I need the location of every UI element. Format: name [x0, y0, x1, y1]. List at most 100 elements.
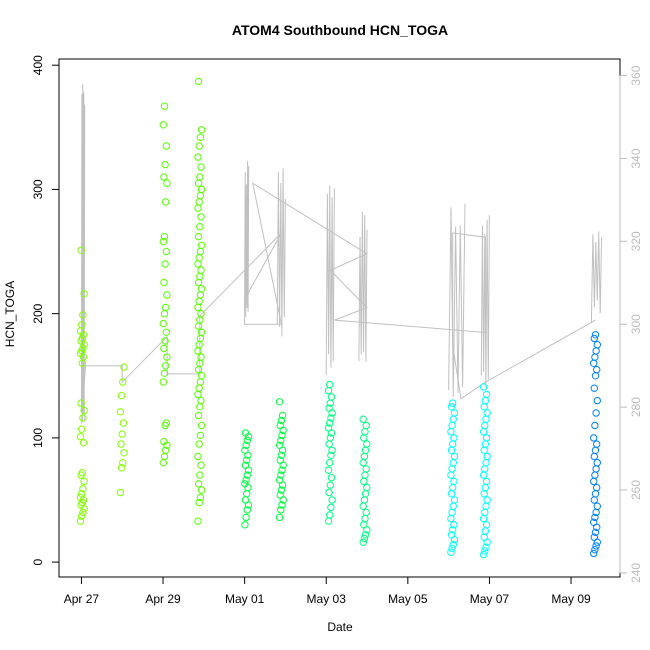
data-point — [242, 441, 250, 449]
data-point — [327, 414, 335, 422]
data-point — [363, 440, 371, 448]
data-point — [196, 173, 204, 181]
data-point — [325, 440, 333, 448]
data-point — [162, 328, 171, 336]
data-point — [194, 179, 203, 187]
data-point — [194, 278, 203, 287]
data-point — [328, 496, 336, 504]
data-point — [481, 440, 490, 448]
data-point — [479, 471, 488, 479]
data-point — [360, 452, 369, 461]
data-point — [160, 232, 169, 241]
data-point — [197, 213, 205, 221]
data-point — [359, 415, 367, 423]
data-point — [78, 334, 87, 343]
data-point — [161, 160, 169, 169]
data-point — [243, 506, 252, 514]
data-point — [483, 452, 491, 461]
data-point — [277, 471, 285, 479]
data-point — [196, 431, 205, 440]
data-point — [447, 531, 456, 539]
x-axis: Apr 27 Apr 29 May 01 May 03 May 05 May 07 May … — [64, 576, 591, 606]
data-point — [120, 363, 128, 371]
data-point — [482, 502, 490, 510]
data-point — [195, 440, 203, 448]
data-point — [160, 344, 168, 353]
data-point — [479, 383, 488, 391]
secondary-line-spikes — [590, 231, 603, 324]
data-point — [592, 542, 600, 550]
data-point — [481, 547, 489, 555]
data-point — [162, 142, 171, 150]
data-point — [277, 486, 286, 494]
data-point — [194, 365, 203, 374]
data-point — [117, 440, 125, 448]
data-point — [447, 446, 456, 454]
data-point — [241, 521, 249, 529]
data-point — [361, 531, 370, 539]
data-point — [160, 310, 169, 318]
data-point — [327, 473, 336, 482]
data-point — [77, 399, 85, 407]
data-point — [195, 297, 203, 305]
data-point — [360, 496, 369, 504]
data-point — [276, 491, 284, 499]
data-point — [275, 398, 284, 406]
data-point — [590, 477, 598, 486]
data-point — [326, 511, 334, 519]
data-point — [194, 260, 202, 268]
chart-title: ATOM4 Southbound HCN_TOGA — [232, 22, 448, 38]
data-point — [162, 303, 170, 312]
data-point — [196, 191, 205, 200]
secondary-line-connector — [80, 182, 596, 424]
data-point — [197, 163, 205, 171]
secondary-line-spikes — [276, 168, 286, 337]
data-point — [447, 514, 455, 523]
secondary-y-tick-label: 360 — [629, 65, 643, 85]
data-point — [197, 285, 206, 293]
data-point — [78, 469, 87, 477]
data-point — [194, 390, 202, 399]
data-point — [362, 508, 370, 517]
data-point — [120, 449, 128, 457]
data-point — [359, 538, 367, 546]
data-point — [326, 481, 334, 489]
data-point — [324, 387, 333, 395]
data-point — [360, 521, 368, 529]
data-point — [197, 241, 206, 250]
x-axis-label: Date — [327, 620, 353, 634]
data-point — [449, 502, 457, 510]
data-point — [197, 310, 205, 318]
data-point — [479, 514, 488, 523]
data-point — [242, 476, 250, 484]
data-point — [482, 415, 490, 423]
data-point — [593, 502, 601, 510]
data-point — [449, 459, 457, 467]
data-point — [591, 331, 600, 339]
data-point — [592, 409, 600, 417]
data-point — [159, 319, 168, 328]
data-point — [197, 486, 206, 494]
secondary-line-spikes — [448, 203, 466, 397]
data-point — [361, 514, 369, 523]
data-point — [277, 436, 285, 445]
data-point — [326, 419, 334, 427]
data-point — [481, 421, 489, 430]
x-tick-label: May 03 — [307, 592, 347, 606]
data-point — [163, 179, 171, 187]
data-point — [325, 404, 333, 412]
data-point — [76, 517, 85, 525]
data-point — [160, 173, 168, 181]
data-point — [196, 378, 205, 386]
data-point — [242, 513, 250, 522]
data-point — [116, 408, 125, 416]
data-point — [483, 496, 491, 504]
data-point — [79, 311, 87, 319]
x-tick-label: Apr 29 — [145, 592, 181, 606]
secondary-line-series — [80, 83, 603, 424]
data-point — [324, 466, 333, 474]
data-point — [197, 396, 205, 405]
data-point — [195, 498, 203, 507]
data-point — [194, 232, 203, 241]
